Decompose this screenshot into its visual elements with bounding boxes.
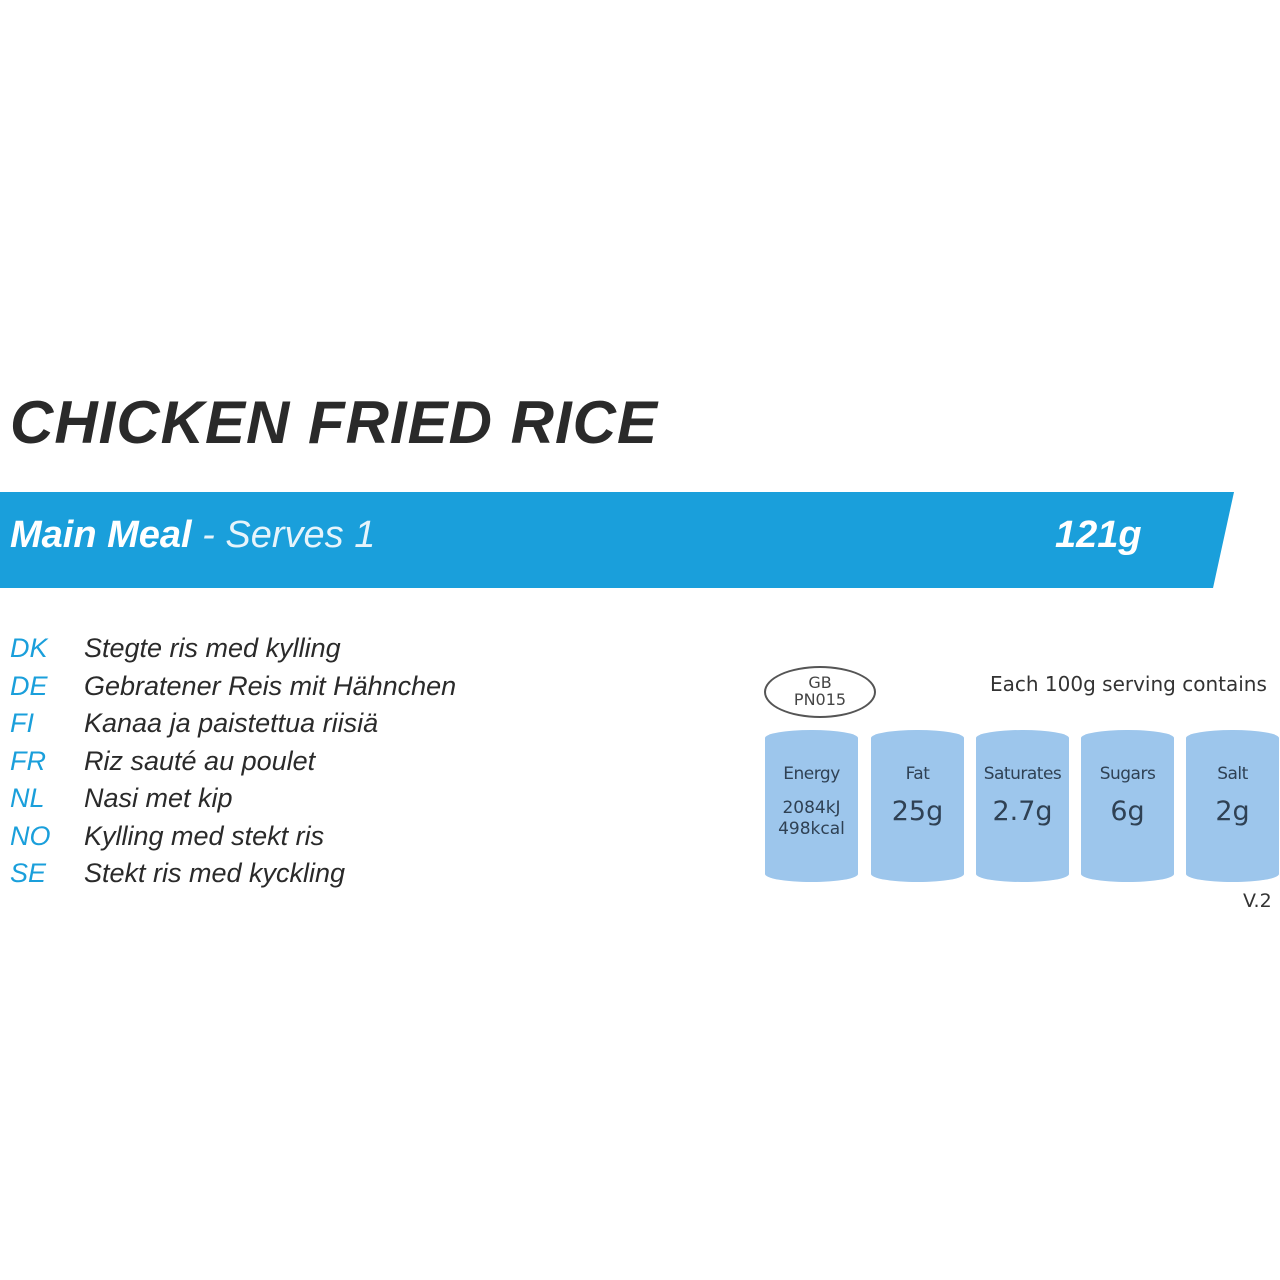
nutrient-value: 6g [1110, 796, 1145, 827]
translated-name: Gebratener Reis mit Hähnchen [84, 670, 457, 701]
language-code: FI [10, 708, 34, 739]
nutrient-label: Energy [783, 764, 840, 784]
nutrient-label: Sugars [1099, 764, 1156, 784]
translation-item: DE Gebratener Reis mit Hähnchen [10, 668, 456, 706]
translations-list: DK Stegte ris med kylling DE Gebratener Re… [10, 630, 456, 893]
net-weight: 121g [1055, 514, 1142, 556]
nutrition-box-salt: Salt 2g [1186, 730, 1279, 882]
product-title: CHICKEN FRIED RICE [10, 389, 659, 456]
translation-item: NO Kylling med stekt ris [10, 818, 456, 856]
nutrition-box-saturates: Saturates 2.7g [976, 730, 1069, 882]
translation-item: FR Riz sauté au poulet [10, 743, 456, 781]
nutrient-value: 25g [891, 796, 944, 827]
language-code: DK [10, 633, 48, 664]
nutrient-value: 2g [1215, 796, 1250, 827]
nutrient-label: Saturates [983, 764, 1062, 784]
serves: - Serves 1 [202, 514, 376, 556]
nutrient-label: Salt [1217, 764, 1248, 784]
energy-kj: 2084kJ [782, 798, 841, 818]
language-code: NL [10, 783, 45, 814]
language-code: NO [10, 820, 51, 851]
translated-name: Stekt ris med kyckling [84, 858, 346, 889]
translated-name: Kylling med stekt ris [84, 820, 325, 851]
translated-name: Kanaa ja paistettua riisiä [84, 708, 379, 739]
translation-item: SE Stekt ris med kyckling [10, 855, 456, 893]
version-label: V.2 [1243, 890, 1272, 912]
nutrition-box-fat: Fat 25g [871, 730, 964, 882]
language-code: FR [10, 745, 46, 776]
pn-country: GB [808, 673, 832, 692]
translated-name: Riz sauté au poulet [84, 745, 316, 776]
meal-type: Main Meal [10, 514, 192, 556]
nutrient-label: Fat [905, 764, 930, 784]
translation-item: FI Kanaa ja paistettua riisiä [10, 705, 456, 743]
pn-code: PN015 [793, 690, 847, 709]
meal-info: Main Meal - Serves 1 [10, 514, 375, 557]
translation-item: DK Stegte ris med kylling [10, 630, 456, 668]
language-code: DE [10, 670, 48, 701]
nutrient-value: 2.7g [992, 796, 1053, 827]
translation-item: NL Nasi met kip [10, 780, 456, 818]
nutrition-box-sugars: Sugars 6g [1081, 730, 1174, 882]
translated-name: Nasi met kip [84, 783, 233, 814]
meal-banner: Main Meal - Serves 1 121g [0, 492, 1234, 588]
product-number-oval: GB PN015 [764, 666, 876, 718]
translated-name: Stegte ris med kylling [84, 633, 341, 664]
energy-kcal: 498kcal [778, 819, 845, 839]
nutrition-heading: Each 100g serving contains [990, 672, 1267, 696]
nutrient-value: 2084kJ 498kcal [765, 798, 858, 840]
nutrition-box-energy: Energy 2084kJ 498kcal [765, 730, 858, 882]
language-code: SE [10, 858, 47, 889]
